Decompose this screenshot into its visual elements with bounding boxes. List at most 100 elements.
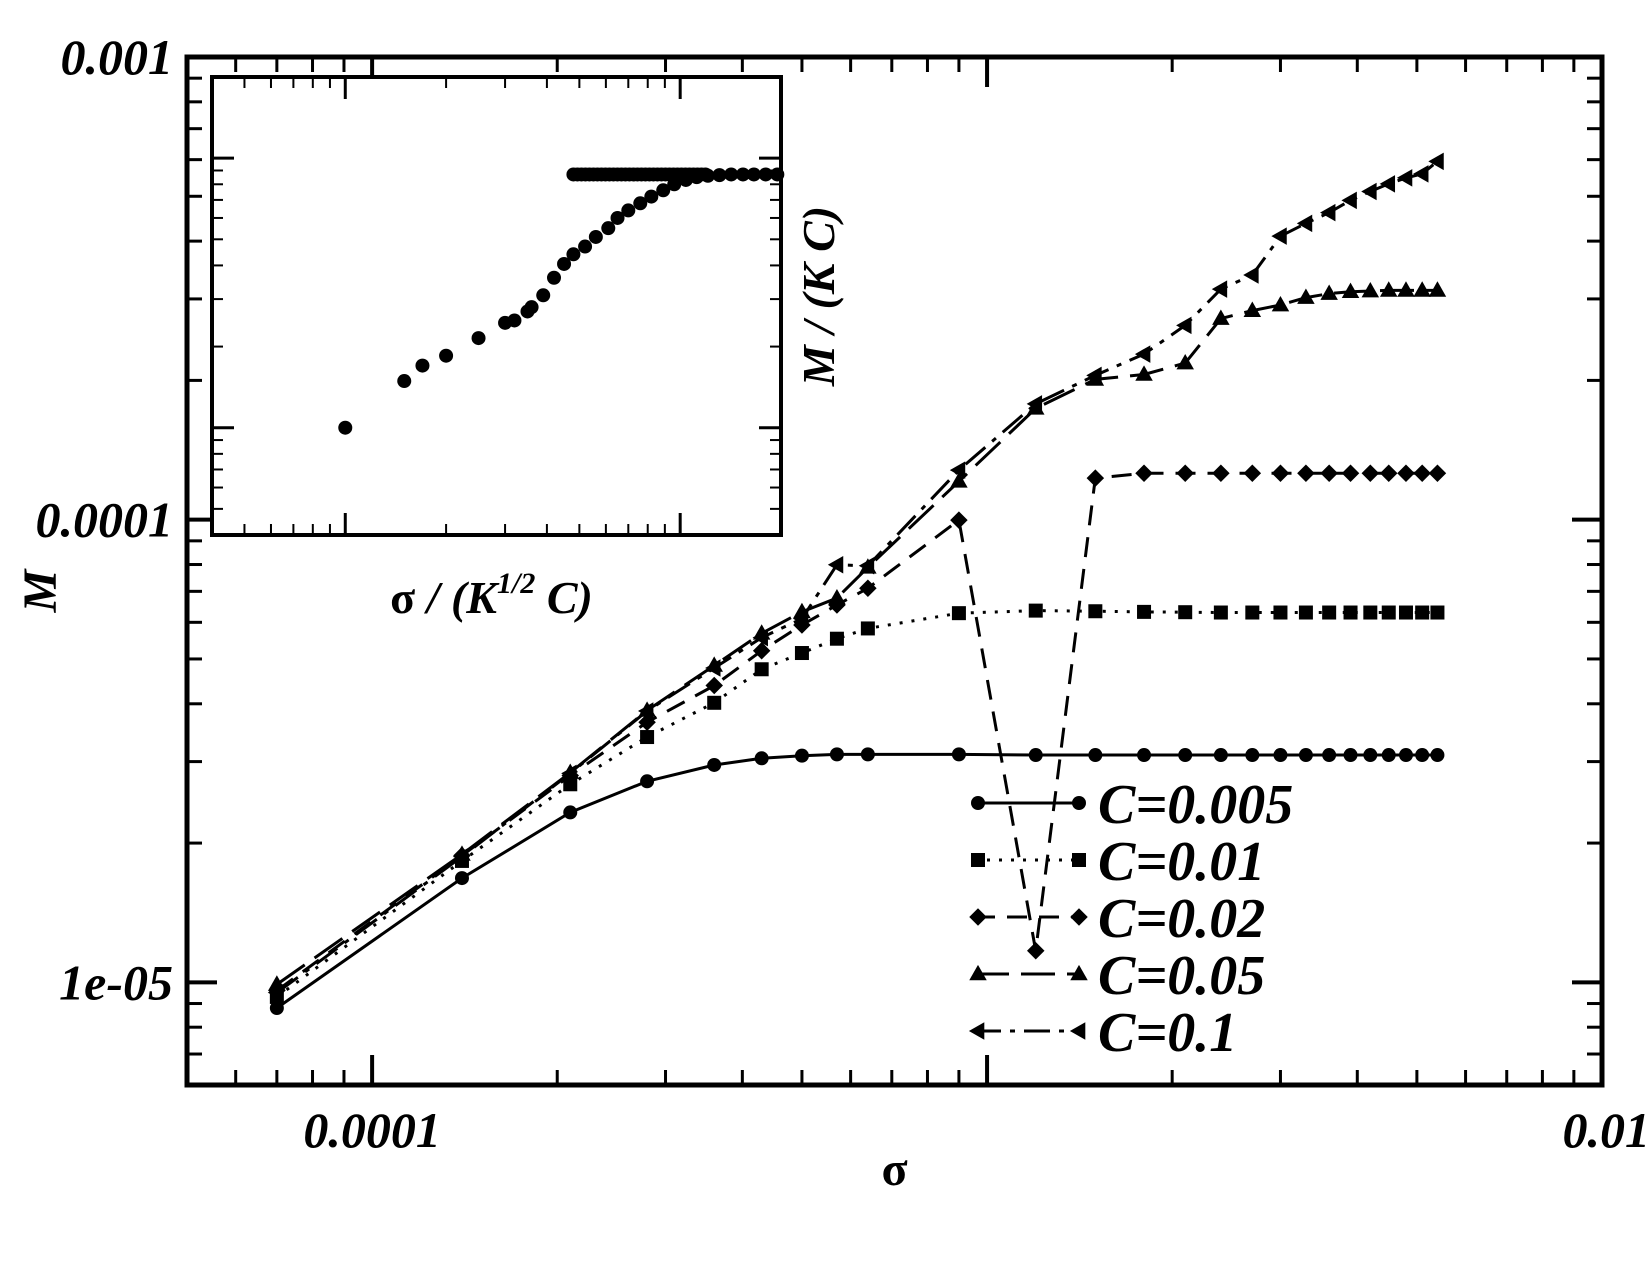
data-point-C=0.05 [1212, 309, 1230, 325]
data-point-C=0.02 [859, 579, 877, 597]
data-point-C=0.005 [269, 1001, 284, 1016]
legend-marker-C=0.02 [1070, 908, 1088, 926]
inset-data-point [524, 300, 539, 315]
data-point-C=0.005 [563, 805, 578, 820]
legend-marker-C=0.005 [971, 796, 985, 810]
data-point-C=0.01 [794, 646, 809, 661]
legend-label: C=0.02 [1098, 888, 1265, 950]
data-point-C=0.01 [1298, 605, 1313, 620]
data-point-C=0.01 [1343, 605, 1358, 620]
inset-data-point [547, 270, 562, 285]
data-point-C=0.005 [1028, 748, 1043, 763]
data-point-C=0.1 [827, 556, 844, 574]
data-point-C=0.01 [1088, 604, 1103, 619]
data-point-C=0.1 [452, 847, 469, 866]
data-point-C=0.005 [1298, 748, 1313, 763]
inset-background [212, 77, 781, 535]
data-point-C=0.01 [1322, 605, 1337, 620]
data-point-C=0.02 [1341, 464, 1360, 482]
inset-data-point [536, 288, 551, 303]
data-point-C=0.01 [1273, 605, 1288, 620]
data-point-C=0.1 [792, 609, 809, 628]
data-point-C=0.02 [1320, 464, 1338, 482]
legend-label: C=0.1 [1098, 1002, 1237, 1064]
data-point-C=0.01 [707, 695, 722, 710]
data-point-C=0.05 [1243, 301, 1262, 317]
data-point-C=0.005 [640, 774, 655, 789]
data-point-C=0.05 [1397, 281, 1415, 297]
data-point-C=0.05 [1379, 281, 1398, 297]
inset-data-point [557, 256, 572, 271]
data-point-C=0.02 [1379, 464, 1398, 482]
data-point-C=0.1 [1428, 152, 1444, 171]
data-point-C=0.005 [1363, 748, 1378, 763]
data-point-C=0.05 [1341, 282, 1360, 298]
legend-marker-C=0.05 [1070, 964, 1088, 981]
inset-data-point [621, 203, 636, 218]
data-point-C=0.005 [829, 747, 844, 762]
inset-data-point [644, 189, 659, 204]
data-point-C=0.01 [563, 777, 578, 792]
data-point-C=0.1 [1271, 227, 1287, 245]
data-point-C=0.02 [950, 511, 968, 529]
main-y-axis-label: M [14, 567, 67, 613]
data-point-C=0.1 [858, 557, 875, 575]
inset-data-point [338, 420, 353, 435]
inset-data-point [758, 167, 773, 182]
inset-x-label-tail: C) [535, 572, 593, 623]
inset-data-point [698, 167, 713, 182]
data-point-C=0.01 [1363, 605, 1378, 620]
legend-label: C=0.01 [1098, 831, 1265, 893]
inset-data-point [735, 167, 750, 182]
data-point-C=0.005 [1178, 748, 1193, 763]
inset-data-point [566, 247, 581, 262]
inset-data-point [712, 168, 727, 183]
data-point-C=0.01 [1381, 605, 1396, 620]
inset-y-axis-label: M / (K C) [793, 206, 844, 387]
data-point-C=0.005 [1322, 748, 1337, 763]
data-point-C=0.05 [1428, 281, 1447, 297]
main-x-tick-label: 0.01 [1563, 1102, 1651, 1158]
data-point-C=0.005 [1430, 748, 1445, 763]
data-point-C=0.1 [1341, 191, 1357, 210]
data-point-C=0.01 [1430, 605, 1445, 620]
data-point-C=0.01 [1028, 603, 1043, 618]
data-point-C=0.005 [1245, 748, 1260, 763]
legend-marker-C=0.02 [969, 908, 987, 926]
data-point-C=0.02 [1176, 464, 1194, 482]
data-point-C=0.05 [950, 472, 968, 488]
data-point-C=0.1 [1296, 214, 1313, 233]
data-point-C=0.005 [1088, 748, 1103, 763]
inset-x-label-sup: 1/2 [497, 567, 535, 600]
data-point-C=0.1 [1396, 169, 1413, 187]
inset-data-point [588, 229, 603, 244]
legend-label: C=0.005 [1098, 774, 1293, 836]
data-point-C=0.02 [1397, 464, 1415, 482]
inset-plot: σ / (K1/2 C) M / (K C) [210, 75, 844, 623]
data-point-C=0.01 [951, 606, 966, 621]
data-point-C=0.02 [1243, 464, 1262, 482]
data-point-C=0.005 [1398, 748, 1413, 763]
legend-marker-C=0.05 [969, 964, 987, 981]
data-point-C=0.1 [267, 983, 284, 1002]
inset-data-point [507, 313, 522, 328]
data-point-C=0.01 [1137, 604, 1152, 619]
legend-label: C=0.05 [1098, 945, 1265, 1007]
data-point-C=0.005 [794, 748, 809, 763]
main-tick-labels: 0.0001 0.01 1e-05 0.0001 0.001 [36, 29, 1651, 1158]
inset-data-point [397, 374, 412, 389]
data-point-C=0.05 [1297, 288, 1315, 304]
data-point-C=0.01 [640, 730, 655, 745]
data-point-C=0.1 [637, 702, 654, 720]
main-y-tick-label: 1e-05 [59, 954, 173, 1010]
data-point-C=0.02 [705, 676, 723, 695]
data-point-C=0.05 [1361, 281, 1380, 298]
data-point-C=0.005 [860, 747, 875, 762]
legend-marker-C=0.1 [968, 1022, 985, 1040]
data-point-C=0.02 [1271, 464, 1290, 482]
data-point-C=0.05 [1176, 353, 1194, 370]
data-point-C=0.1 [752, 628, 768, 647]
inset-data-point [656, 183, 671, 198]
